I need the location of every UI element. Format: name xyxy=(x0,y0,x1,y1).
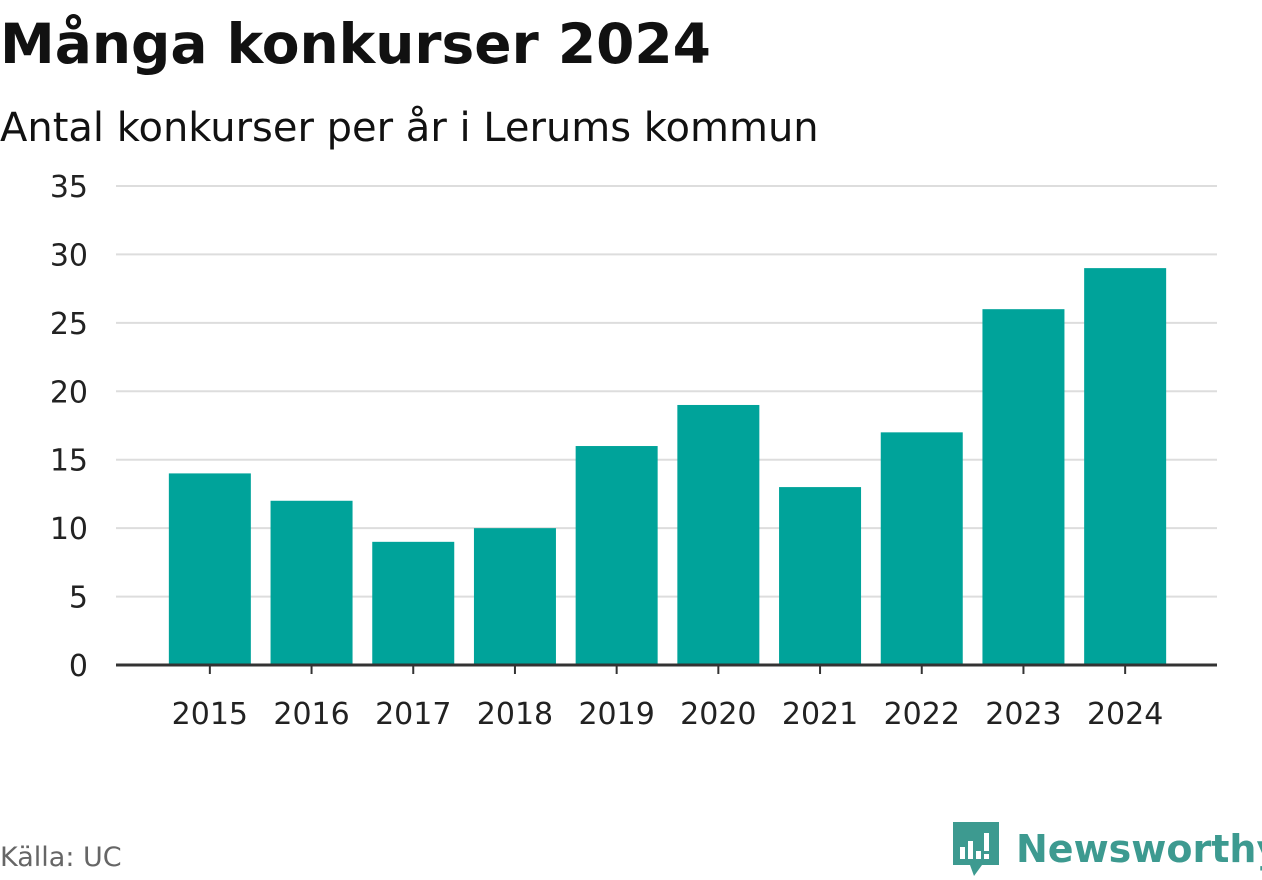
bar-2020 xyxy=(677,404,760,665)
y-tick-label: 35 xyxy=(50,170,88,205)
x-tick-label: 2021 xyxy=(782,697,858,732)
y-tick-label: 20 xyxy=(50,375,88,410)
x-tick-label: 2017 xyxy=(375,697,451,732)
bar-2017 xyxy=(372,541,455,665)
x-tick-label: 2016 xyxy=(273,697,349,732)
x-tick-label: 2024 xyxy=(1087,697,1163,732)
x-tick-label: 2019 xyxy=(578,697,654,732)
newsworthy-logo: Newsworthy xyxy=(950,818,1262,880)
bar-2019 xyxy=(575,446,658,665)
source-note: Källa: UC xyxy=(0,842,122,873)
x-tick-label: 2018 xyxy=(477,697,553,732)
chart-subtitle: Antal konkurser per år i Lerums kommun xyxy=(0,105,819,151)
y-tick-label: 5 xyxy=(69,581,88,616)
bar-2021 xyxy=(779,487,862,665)
bar-chart: 0 5 10 15 20 25 30 35 2015 2016 2017 2018 2019 2020 20… xyxy=(50,170,1217,732)
x-tick-label: 2015 xyxy=(172,697,248,732)
y-tick-label: 0 xyxy=(69,649,88,684)
brand-name: Newsworthy xyxy=(1016,827,1262,871)
bar-2023 xyxy=(982,309,1065,665)
x-tick-label: 2022 xyxy=(884,697,960,732)
y-tick-label: 25 xyxy=(50,307,88,342)
bar-2016 xyxy=(270,500,353,665)
y-tick-label: 10 xyxy=(50,512,88,547)
chart-title: Många konkurser 2024 xyxy=(0,12,711,76)
bar-2022 xyxy=(880,432,963,665)
y-tick-label: 30 xyxy=(50,238,88,273)
y-tick-label: 15 xyxy=(50,444,88,479)
bar-2018 xyxy=(473,528,556,665)
x-tick-label: 2023 xyxy=(985,697,1061,732)
bar-2015 xyxy=(168,473,251,665)
bar-2024 xyxy=(1084,268,1167,665)
x-tick-label: 2020 xyxy=(680,697,756,732)
newsworthy-logo-icon xyxy=(953,822,999,876)
